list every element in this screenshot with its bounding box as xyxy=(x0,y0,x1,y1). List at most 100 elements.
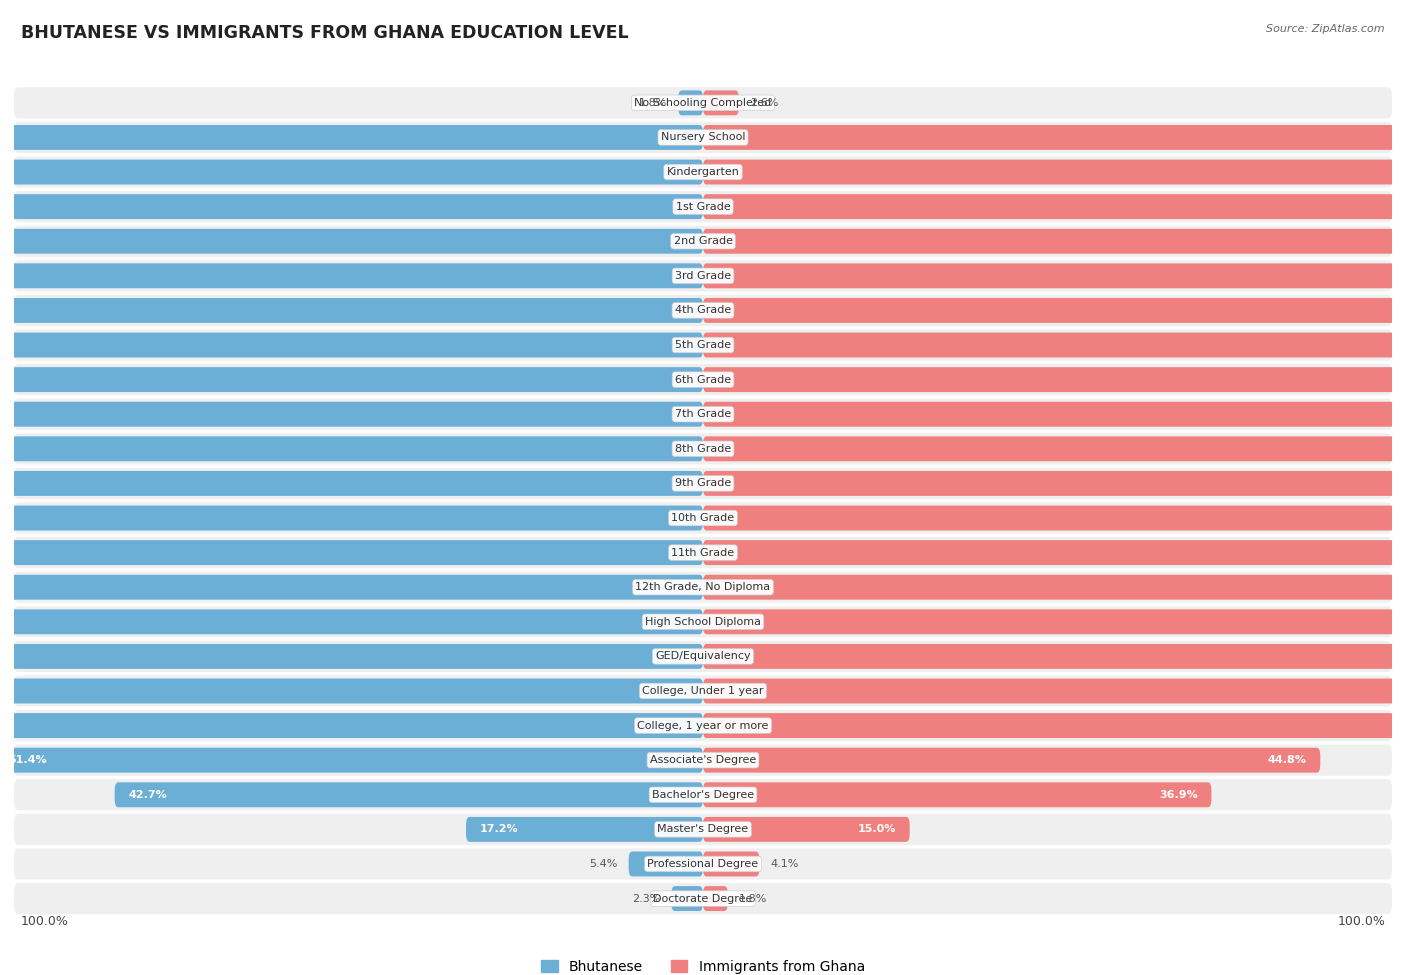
FancyBboxPatch shape xyxy=(703,817,910,841)
Text: Nursery School: Nursery School xyxy=(661,133,745,142)
FancyBboxPatch shape xyxy=(14,260,1392,292)
Text: College, Under 1 year: College, Under 1 year xyxy=(643,686,763,696)
FancyBboxPatch shape xyxy=(703,574,1406,600)
FancyBboxPatch shape xyxy=(0,402,703,427)
FancyBboxPatch shape xyxy=(14,399,1392,430)
Text: Associate's Degree: Associate's Degree xyxy=(650,756,756,765)
FancyBboxPatch shape xyxy=(703,609,1406,635)
Text: Source: ZipAtlas.com: Source: ZipAtlas.com xyxy=(1267,24,1385,34)
Text: 51.4%: 51.4% xyxy=(8,756,48,765)
Text: 5.4%: 5.4% xyxy=(589,859,617,869)
FancyBboxPatch shape xyxy=(14,779,1392,810)
FancyBboxPatch shape xyxy=(14,468,1392,499)
FancyBboxPatch shape xyxy=(14,571,1392,603)
FancyBboxPatch shape xyxy=(14,848,1392,879)
FancyBboxPatch shape xyxy=(14,364,1392,395)
FancyBboxPatch shape xyxy=(703,368,1406,392)
FancyBboxPatch shape xyxy=(14,745,1392,776)
FancyBboxPatch shape xyxy=(703,540,1406,566)
FancyBboxPatch shape xyxy=(703,91,738,115)
FancyBboxPatch shape xyxy=(703,506,1406,530)
FancyBboxPatch shape xyxy=(703,644,1406,669)
FancyBboxPatch shape xyxy=(0,574,703,600)
FancyBboxPatch shape xyxy=(703,471,1406,496)
FancyBboxPatch shape xyxy=(0,609,703,635)
FancyBboxPatch shape xyxy=(0,540,703,566)
Text: 9th Grade: 9th Grade xyxy=(675,479,731,488)
Text: 11th Grade: 11th Grade xyxy=(672,548,734,558)
Text: 10th Grade: 10th Grade xyxy=(672,513,734,523)
Text: 100.0%: 100.0% xyxy=(1337,915,1385,927)
Text: 4.1%: 4.1% xyxy=(770,859,799,869)
FancyBboxPatch shape xyxy=(0,263,703,289)
FancyBboxPatch shape xyxy=(14,676,1392,707)
FancyBboxPatch shape xyxy=(703,298,1406,323)
FancyBboxPatch shape xyxy=(671,886,703,911)
FancyBboxPatch shape xyxy=(703,713,1406,738)
Text: No Schooling Completed: No Schooling Completed xyxy=(634,98,772,108)
FancyBboxPatch shape xyxy=(0,229,703,254)
FancyBboxPatch shape xyxy=(0,506,703,530)
Text: Kindergarten: Kindergarten xyxy=(666,167,740,177)
FancyBboxPatch shape xyxy=(14,122,1392,153)
FancyBboxPatch shape xyxy=(0,368,703,392)
Text: 3rd Grade: 3rd Grade xyxy=(675,271,731,281)
FancyBboxPatch shape xyxy=(14,294,1392,326)
Text: 8th Grade: 8th Grade xyxy=(675,444,731,453)
Text: Professional Degree: Professional Degree xyxy=(647,859,759,869)
FancyBboxPatch shape xyxy=(14,883,1392,915)
Text: 5th Grade: 5th Grade xyxy=(675,340,731,350)
FancyBboxPatch shape xyxy=(14,537,1392,568)
Text: College, 1 year or more: College, 1 year or more xyxy=(637,721,769,730)
FancyBboxPatch shape xyxy=(14,710,1392,741)
FancyBboxPatch shape xyxy=(0,125,703,150)
FancyBboxPatch shape xyxy=(0,748,703,772)
FancyBboxPatch shape xyxy=(0,332,703,358)
FancyBboxPatch shape xyxy=(14,156,1392,187)
FancyBboxPatch shape xyxy=(0,713,703,738)
Text: Bachelor's Degree: Bachelor's Degree xyxy=(652,790,754,799)
FancyBboxPatch shape xyxy=(703,229,1406,254)
FancyBboxPatch shape xyxy=(703,263,1406,289)
Text: 15.0%: 15.0% xyxy=(858,825,896,835)
FancyBboxPatch shape xyxy=(703,402,1406,427)
Text: 6th Grade: 6th Grade xyxy=(675,374,731,384)
FancyBboxPatch shape xyxy=(703,679,1406,703)
FancyBboxPatch shape xyxy=(14,502,1392,533)
FancyBboxPatch shape xyxy=(703,332,1406,358)
FancyBboxPatch shape xyxy=(14,330,1392,361)
Text: 36.9%: 36.9% xyxy=(1159,790,1198,799)
FancyBboxPatch shape xyxy=(115,782,703,807)
Text: 1.8%: 1.8% xyxy=(638,98,668,108)
Text: 44.8%: 44.8% xyxy=(1268,756,1306,765)
FancyBboxPatch shape xyxy=(14,88,1392,118)
FancyBboxPatch shape xyxy=(0,298,703,323)
FancyBboxPatch shape xyxy=(703,437,1406,461)
Text: 2.6%: 2.6% xyxy=(749,98,779,108)
FancyBboxPatch shape xyxy=(0,437,703,461)
FancyBboxPatch shape xyxy=(14,191,1392,222)
FancyBboxPatch shape xyxy=(14,814,1392,845)
Text: 1st Grade: 1st Grade xyxy=(676,202,730,212)
FancyBboxPatch shape xyxy=(703,782,1212,807)
FancyBboxPatch shape xyxy=(14,641,1392,672)
Text: BHUTANESE VS IMMIGRANTS FROM GHANA EDUCATION LEVEL: BHUTANESE VS IMMIGRANTS FROM GHANA EDUCA… xyxy=(21,24,628,42)
Legend: Bhutanese, Immigrants from Ghana: Bhutanese, Immigrants from Ghana xyxy=(536,955,870,975)
FancyBboxPatch shape xyxy=(0,160,703,184)
Text: High School Diploma: High School Diploma xyxy=(645,617,761,627)
FancyBboxPatch shape xyxy=(14,606,1392,638)
Text: 12th Grade, No Diploma: 12th Grade, No Diploma xyxy=(636,582,770,592)
Text: 4th Grade: 4th Grade xyxy=(675,305,731,316)
Text: GED/Equivalency: GED/Equivalency xyxy=(655,651,751,661)
FancyBboxPatch shape xyxy=(703,160,1406,184)
FancyBboxPatch shape xyxy=(14,225,1392,256)
Text: 7th Grade: 7th Grade xyxy=(675,410,731,419)
FancyBboxPatch shape xyxy=(628,851,703,877)
FancyBboxPatch shape xyxy=(0,679,703,703)
Text: Doctorate Degree: Doctorate Degree xyxy=(654,893,752,904)
FancyBboxPatch shape xyxy=(703,748,1320,772)
FancyBboxPatch shape xyxy=(0,194,703,219)
Text: 17.2%: 17.2% xyxy=(479,825,519,835)
Text: 100.0%: 100.0% xyxy=(21,915,69,927)
Text: 42.7%: 42.7% xyxy=(128,790,167,799)
